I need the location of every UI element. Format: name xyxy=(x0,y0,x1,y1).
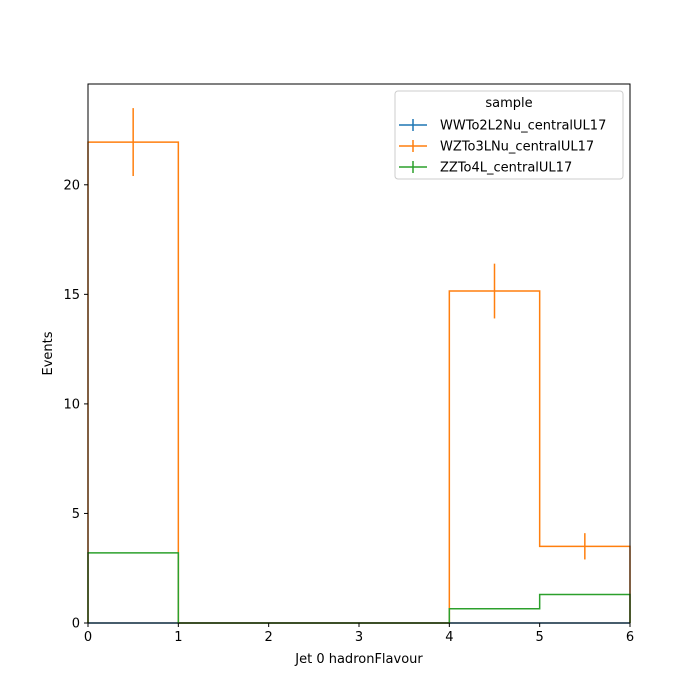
series-step-line-2 xyxy=(87,552,631,624)
y-tick-label: 10 xyxy=(63,397,80,412)
x-tick-label: 6 xyxy=(626,630,634,645)
y-tick-label: 5 xyxy=(72,507,80,522)
plot-area xyxy=(87,108,631,624)
legend-title: sample xyxy=(485,96,532,111)
legend-label: WWTo2L2Nu_centralUL17 xyxy=(440,119,606,134)
y-tick-label: 20 xyxy=(63,178,80,193)
x-tick-label: 4 xyxy=(445,630,453,645)
y-tick-label: 15 xyxy=(63,288,80,303)
x-tick-label: 1 xyxy=(174,630,182,645)
x-axis-label: Jet 0 hadronFlavour xyxy=(294,652,423,667)
y-axis-label: Events xyxy=(41,331,56,375)
x-tick-label: 0 xyxy=(84,630,92,645)
series-step-line-1 xyxy=(87,141,631,624)
y-tick-label: 0 xyxy=(72,617,80,632)
x-tick-label: 3 xyxy=(355,630,363,645)
legend-label: WZTo3LNu_centralUL17 xyxy=(440,140,594,155)
x-tick-label: 5 xyxy=(536,630,544,645)
y-axis-ticks: 0 5 10 15 20 xyxy=(63,178,88,632)
legend-label: ZZTo4L_centralUL17 xyxy=(440,161,572,176)
x-axis-ticks: 0 1 2 3 4 5 6 xyxy=(84,623,634,645)
legend: sample WWTo2L2Nu_centralUL17 WZTo3LNu_cen… xyxy=(394,90,624,180)
legend-box xyxy=(394,90,624,180)
x-tick-label: 2 xyxy=(265,630,273,645)
